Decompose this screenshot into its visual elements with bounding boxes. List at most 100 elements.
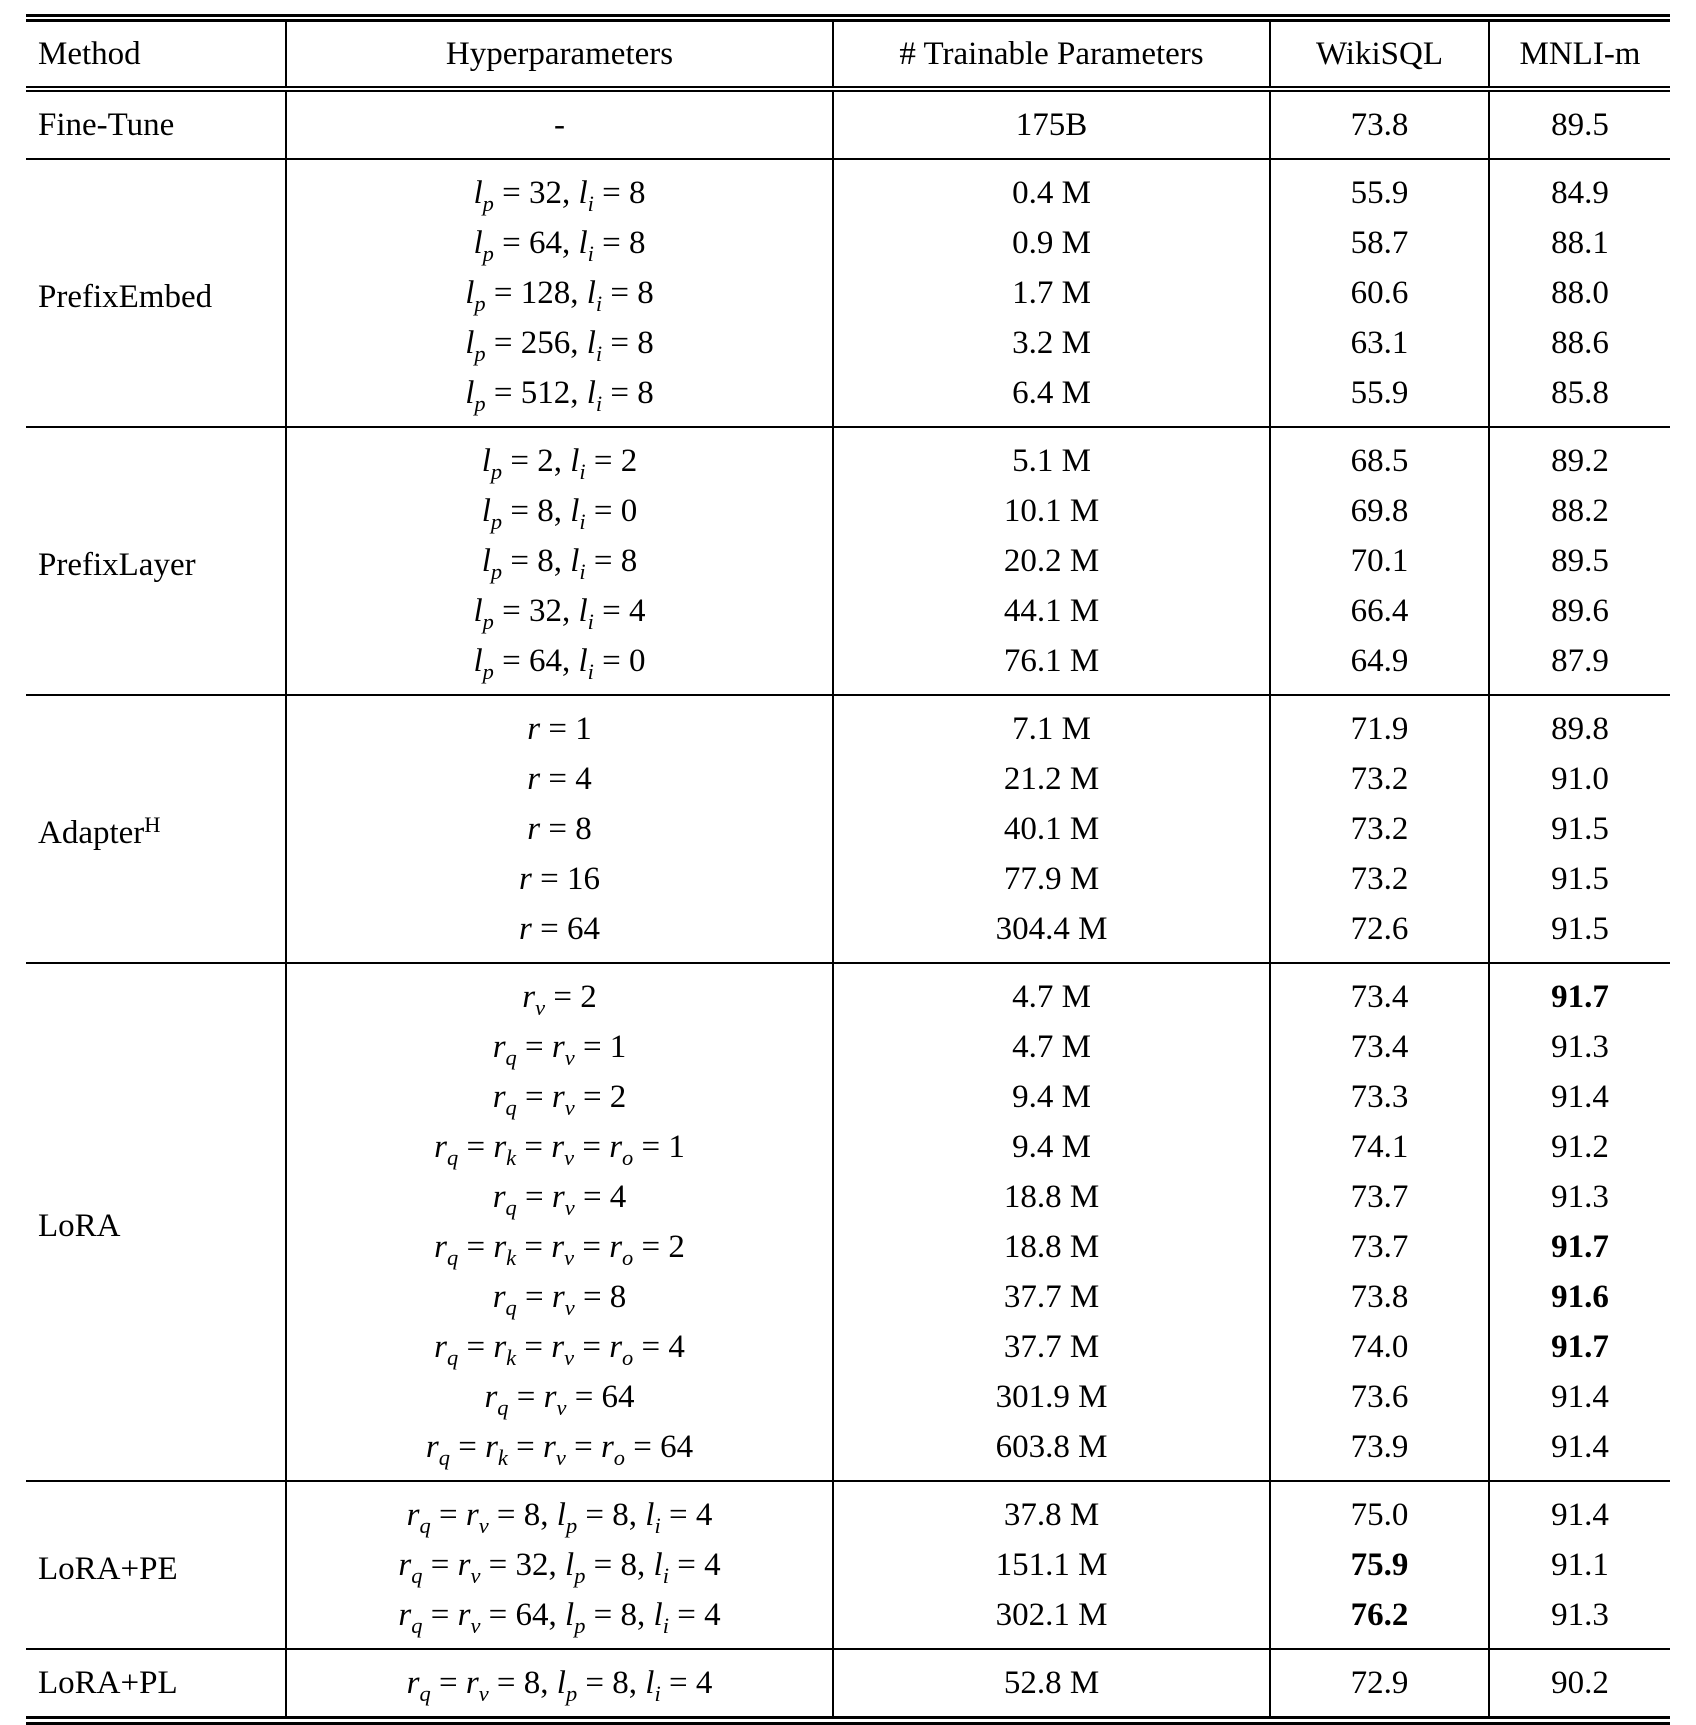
col-header-wikisql: WikiSQL xyxy=(1269,18,1489,89)
col-header-hyperparameters: Hyperparameters xyxy=(285,18,833,89)
table-row: r = 16 77.9 M 73.2 91.5 xyxy=(26,854,1670,904)
table-row: r = 8 40.1 M 73.2 91.5 xyxy=(26,804,1670,854)
trainable-params-cell: 301.9 M xyxy=(832,1372,1270,1422)
method-cell: PrefixEmbed xyxy=(38,278,213,315)
hyperparameters-cell: lp = 8, li = 0 xyxy=(285,486,833,536)
mnli-m-cell: 91.7 xyxy=(1488,963,1670,1022)
wikisql-cell: 73.3 xyxy=(1269,1072,1489,1122)
trainable-params-cell: 3.2 M xyxy=(832,318,1270,368)
col-header-trainable-parameters: # Trainable Parameters xyxy=(832,18,1270,89)
table-row: lp = 64, li = 8 0.9 M 58.7 88.1 xyxy=(26,218,1670,268)
hyperparameters-cell: lp = 256, li = 8 xyxy=(285,318,833,368)
hyperparameters-cell: lp = 32, li = 8 xyxy=(285,159,833,218)
hyperparameters-cell: lp = 64, li = 0 xyxy=(285,636,833,695)
wikisql-cell: 60.6 xyxy=(1269,268,1489,318)
hyperparameters-cell: r = 64 xyxy=(285,904,833,963)
trainable-params-cell: 18.8 M xyxy=(832,1222,1270,1272)
wikisql-cell: 74.1 xyxy=(1269,1122,1489,1172)
wikisql-cell: 58.7 xyxy=(1269,218,1489,268)
hyperparameters-cell: rq = rv = 64 xyxy=(285,1372,833,1422)
hyperparameters-cell: lp = 128, li = 8 xyxy=(285,268,833,318)
mnli-m-cell: 91.2 xyxy=(1488,1122,1670,1172)
trainable-params-cell: 9.4 M xyxy=(832,1122,1270,1172)
mnli-m-cell: 85.8 xyxy=(1488,368,1670,427)
wikisql-cell: 55.9 xyxy=(1269,159,1489,218)
table-row: r = 64 304.4 M 72.6 91.5 xyxy=(26,904,1670,963)
mnli-m-cell: 90.2 xyxy=(1488,1649,1670,1721)
hyperparameters-cell: rq = rv = 8, lp = 8, li = 4 xyxy=(285,1649,833,1721)
table-row: rq = rk = rv = ro = 64 603.8 M 73.9 91.4 xyxy=(26,1422,1670,1481)
wikisql-cell: 71.9 xyxy=(1269,695,1489,754)
hyperparameters-cell: rq = rv = 64, lp = 8, li = 4 xyxy=(285,1590,833,1649)
table-row: rq = rv = 2 9.4 M 73.3 91.4 xyxy=(26,1072,1670,1122)
table-row: LoRA+PE rq = rv = 8, lp = 8, li = 4 37.8 M… xyxy=(26,1481,1670,1587)
table-row: rq = rk = rv = ro = 2 18.8 M 73.7 91.7 xyxy=(26,1222,1670,1272)
trainable-params-cell: 4.7 M xyxy=(832,963,1270,1022)
mnli-m-cell: 91.7 xyxy=(1488,1322,1670,1372)
table-row: lp = 512, li = 8 6.4 M 55.9 85.8 xyxy=(26,368,1670,427)
trainable-params-cell: 0.9 M xyxy=(832,218,1270,268)
wikisql-cell: 73.2 xyxy=(1269,854,1489,904)
table-row: r = 4 21.2 M 73.2 91.0 xyxy=(26,754,1670,804)
mnli-m-cell: 91.4 xyxy=(1488,1372,1670,1422)
wikisql-cell: 73.2 xyxy=(1269,754,1489,804)
table-body: Fine-Tune -175B 73.8 89.5 PrefixEmbed lp = 32… xyxy=(26,89,1670,1721)
wikisql-cell: 74.0 xyxy=(1269,1322,1489,1372)
hyperparameters-cell: lp = 2, li = 2 xyxy=(285,427,833,486)
mnli-m-cell: 91.3 xyxy=(1488,1590,1670,1649)
trainable-params-cell: 18.8 M xyxy=(832,1172,1270,1222)
trainable-params-cell: 77.9 M xyxy=(832,854,1270,904)
wikisql-cell: 73.8 xyxy=(1269,1272,1489,1322)
wikisql-cell: 64.9 xyxy=(1269,636,1489,695)
mnli-m-cell: 89.6 xyxy=(1488,586,1670,636)
trainable-params-cell: 5.1 M xyxy=(832,427,1270,486)
wikisql-cell: 70.1 xyxy=(1269,536,1489,586)
table-row: PrefixLayer lp = 2, li = 2 5.1 M 68.5 89.2 xyxy=(26,427,1670,583)
table-row: AdapterH r = 1 7.1 M 71.9 89.8 xyxy=(26,695,1670,851)
table-row: rq = rv = 64, lp = 8, li = 4 302.1 M 76.2 9… xyxy=(26,1590,1670,1649)
hyperparameters-cell: - xyxy=(285,89,833,159)
trainable-params-cell: 20.2 M xyxy=(832,536,1270,586)
trainable-params-cell: 6.4 M xyxy=(832,368,1270,427)
hyperparameters-cell: r = 4 xyxy=(285,754,833,804)
table-row: lp = 256, li = 8 3.2 M 63.1 88.6 xyxy=(26,318,1670,368)
wikisql-cell: 73.9 xyxy=(1269,1422,1489,1481)
table-row: rq = rk = rv = ro = 4 37.7 M 74.0 91.7 xyxy=(26,1322,1670,1372)
table-row: lp = 128, li = 8 1.7 M 60.6 88.0 xyxy=(26,268,1670,318)
method-cell: PrefixLayer xyxy=(38,546,196,583)
wikisql-cell: 73.4 xyxy=(1269,1022,1489,1072)
mnli-m-cell: 91.1 xyxy=(1488,1540,1670,1590)
trainable-params-cell: 603.8 M xyxy=(832,1422,1270,1481)
mnli-m-cell: 91.4 xyxy=(1488,1481,1670,1540)
wikisql-cell: 75.9 xyxy=(1269,1540,1489,1590)
wikisql-cell: 55.9 xyxy=(1269,368,1489,427)
mnli-m-cell: 88.1 xyxy=(1488,218,1670,268)
table-row: rq = rv = 64 301.9 M 73.6 91.4 xyxy=(26,1372,1670,1422)
mnli-m-cell: 84.9 xyxy=(1488,159,1670,218)
method-cell: LoRA+PE xyxy=(38,1550,178,1587)
table-row: lp = 64, li = 0 76.1 M 64.9 87.9 xyxy=(26,636,1670,695)
table-row: PrefixEmbed lp = 32, li = 8 0.4 M 55.9 84.9 xyxy=(26,159,1670,315)
hyperparameters-cell: r = 1 xyxy=(285,695,833,754)
hyperparameters-cell: rq = rv = 4 xyxy=(285,1172,833,1222)
wikisql-cell: 76.2 xyxy=(1269,1590,1489,1649)
wikisql-cell: 73.7 xyxy=(1269,1222,1489,1272)
hyperparameters-cell: lp = 32, li = 4 xyxy=(285,586,833,636)
mnli-m-cell: 89.5 xyxy=(1488,536,1670,586)
trainable-params-cell: 175B xyxy=(832,89,1270,159)
hyperparameters-cell: rq = rv = 2 xyxy=(285,1072,833,1122)
trainable-params-cell: 44.1 M xyxy=(832,586,1270,636)
hyperparameters-cell: rq = rk = rv = ro = 1 xyxy=(285,1122,833,1172)
results-table: Method Hyperparameters # Trainable Param… xyxy=(26,14,1670,1725)
mnli-m-cell: 89.5 xyxy=(1488,89,1670,159)
mnli-m-cell: 88.2 xyxy=(1488,486,1670,536)
method-cell: AdapterH xyxy=(38,811,161,851)
table-row: rq = rv = 4 18.8 M 73.7 91.3 xyxy=(26,1172,1670,1222)
wikisql-cell: 73.7 xyxy=(1269,1172,1489,1222)
trainable-params-cell: 304.4 M xyxy=(832,904,1270,963)
hyperparameters-cell: r = 16 xyxy=(285,854,833,904)
mnli-m-cell: 91.6 xyxy=(1488,1272,1670,1322)
hyperparameters-cell: rq = rv = 8, lp = 8, li = 4 xyxy=(285,1481,833,1540)
trainable-params-cell: 52.8 M xyxy=(832,1649,1270,1721)
hyperparameters-cell: rv = 2 xyxy=(285,963,833,1022)
